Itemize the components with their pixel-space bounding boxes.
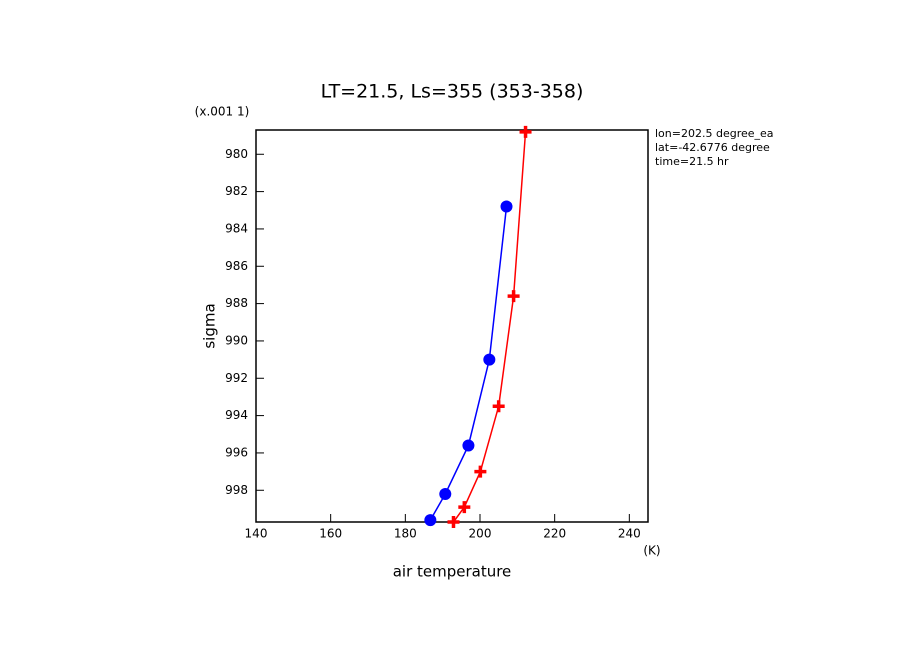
x-tick-label: 180 — [394, 527, 417, 541]
point — [507, 290, 520, 303]
y-tick-label: 984 — [225, 221, 248, 235]
y-tick-label: 996 — [225, 445, 248, 459]
y-tick-label: 994 — [225, 408, 248, 422]
x-tick-label: 200 — [469, 527, 492, 541]
chart-title: LT=21.5, Ls=355 (353-358) — [321, 81, 584, 103]
x-tick-label: 140 — [245, 527, 268, 541]
series-line — [452, 131, 527, 523]
point — [483, 353, 496, 366]
point — [519, 125, 532, 138]
point — [474, 465, 487, 478]
point — [500, 200, 513, 213]
annotation: time=21.5 hr — [655, 155, 729, 168]
y-tick-label: 980 — [225, 147, 248, 161]
y-multiplier: (x.001 1) — [195, 105, 250, 119]
y-tick-label: 990 — [225, 333, 248, 347]
x-tick-label: 220 — [543, 527, 566, 541]
y-tick-label: 986 — [225, 259, 248, 273]
y-tick-label: 982 — [225, 184, 248, 198]
point — [458, 501, 471, 514]
point — [447, 516, 460, 528]
x-tick-label: 240 — [618, 527, 641, 541]
x-unit: (K) — [643, 544, 660, 558]
y-tick-label: 998 — [225, 483, 248, 497]
annotations: lon=202.5 degree_ea lat=-42.6776 degree … — [655, 127, 774, 168]
annotation: lon=202.5 degree_ea — [655, 127, 774, 140]
x-tick-label: 160 — [319, 527, 342, 541]
series-line — [429, 206, 508, 521]
y-tick-label: 988 — [225, 296, 248, 310]
point — [462, 439, 475, 452]
y-tick-label: 992 — [225, 371, 248, 385]
annotation: lat=-42.6776 degree — [655, 141, 770, 154]
y-axis-label: sigma — [201, 303, 219, 348]
point — [424, 514, 437, 527]
point — [439, 488, 452, 500]
point — [492, 400, 505, 413]
plot-frame — [255, 129, 649, 523]
x-axis-label: air temperature — [393, 563, 512, 581]
